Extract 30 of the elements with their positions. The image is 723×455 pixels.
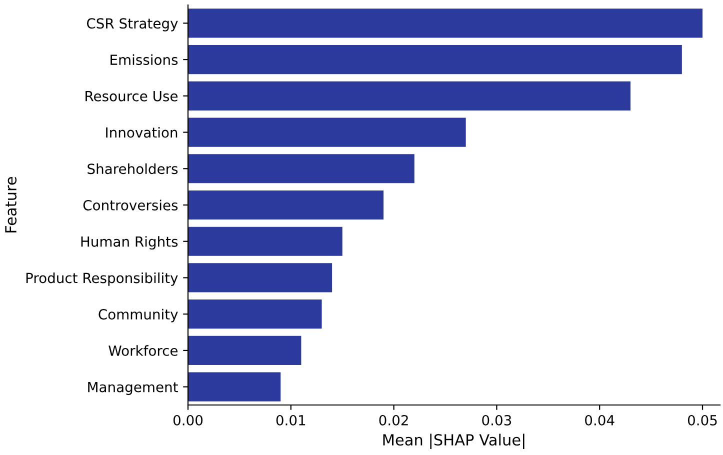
y-tick-label: Product Responsibility	[26, 272, 178, 286]
y-tick-label: Community	[98, 308, 178, 322]
bar	[188, 372, 281, 402]
y-tick-label: Workforce	[108, 345, 178, 356]
y-tick-label: Emissions	[110, 54, 178, 66]
y-tick-label: Management	[88, 382, 178, 395]
y-tick-label: Resource Use	[86, 91, 178, 102]
bar	[188, 8, 703, 38]
bar	[188, 81, 630, 110]
bar	[188, 154, 414, 184]
bar	[188, 45, 682, 74]
x-tick-label: 0.01	[276, 414, 306, 426]
bar	[188, 190, 384, 220]
x-axis-title: Mean |SHAP Value|	[383, 434, 524, 449]
y-tick-label: Innovation	[106, 126, 178, 138]
y-axis-title: Feature	[5, 176, 17, 232]
y-tick-label: Controversies	[83, 200, 178, 210]
bar	[188, 226, 342, 256]
y-tick-label: Shareholders	[88, 163, 178, 174]
x-tick-label: 0.02	[379, 414, 408, 426]
bar	[188, 300, 322, 329]
y-tick-label: CSR Strategy	[86, 18, 178, 32]
y-tick-label: Human Rights	[81, 236, 178, 250]
bar	[188, 336, 302, 365]
bar	[188, 118, 466, 147]
x-tick-label: 0.00	[173, 414, 203, 426]
x-tick-label: 0.05	[688, 414, 717, 426]
x-tick-label: 0.03	[482, 414, 512, 426]
x-tick-label: 0.04	[585, 414, 614, 426]
bar	[188, 263, 332, 292]
